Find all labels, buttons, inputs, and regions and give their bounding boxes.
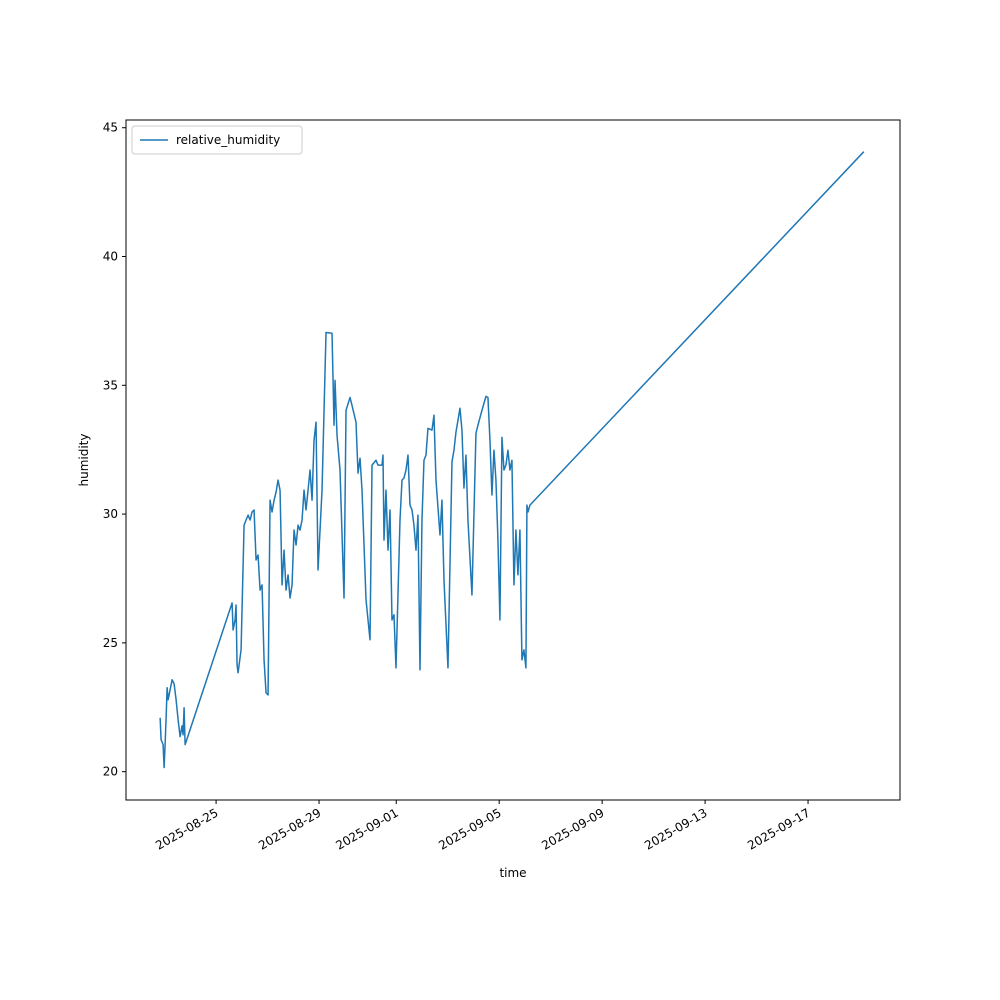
x-tick-label: 2025-08-25 — [153, 806, 220, 853]
x-tick-label: 2025-09-17 — [745, 806, 812, 853]
y-tick-label: 40 — [103, 250, 118, 264]
data-line — [159, 151, 865, 769]
x-tick-label: 2025-08-29 — [256, 806, 323, 853]
y-tick-label: 20 — [103, 765, 118, 779]
x-tick-label: 2025-09-05 — [436, 806, 503, 853]
x-axis-label: time — [499, 866, 526, 880]
legend-label: relative_humidity — [176, 133, 280, 147]
y-axis-label: humidity — [77, 434, 91, 487]
plot-frame — [125, 119, 901, 801]
y-tick-label: 35 — [103, 378, 118, 392]
legend-frame — [131, 125, 303, 155]
x-tick-label: 2025-09-09 — [539, 806, 606, 853]
x-tick-label: 2025-09-13 — [642, 806, 709, 853]
legend: relative_humidity — [131, 125, 303, 155]
y-tick-label: 30 — [103, 507, 118, 521]
y-tick-label: 45 — [103, 121, 118, 135]
y-tick-label: 25 — [103, 636, 118, 650]
x-tick-label: 2025-09-01 — [333, 806, 400, 853]
